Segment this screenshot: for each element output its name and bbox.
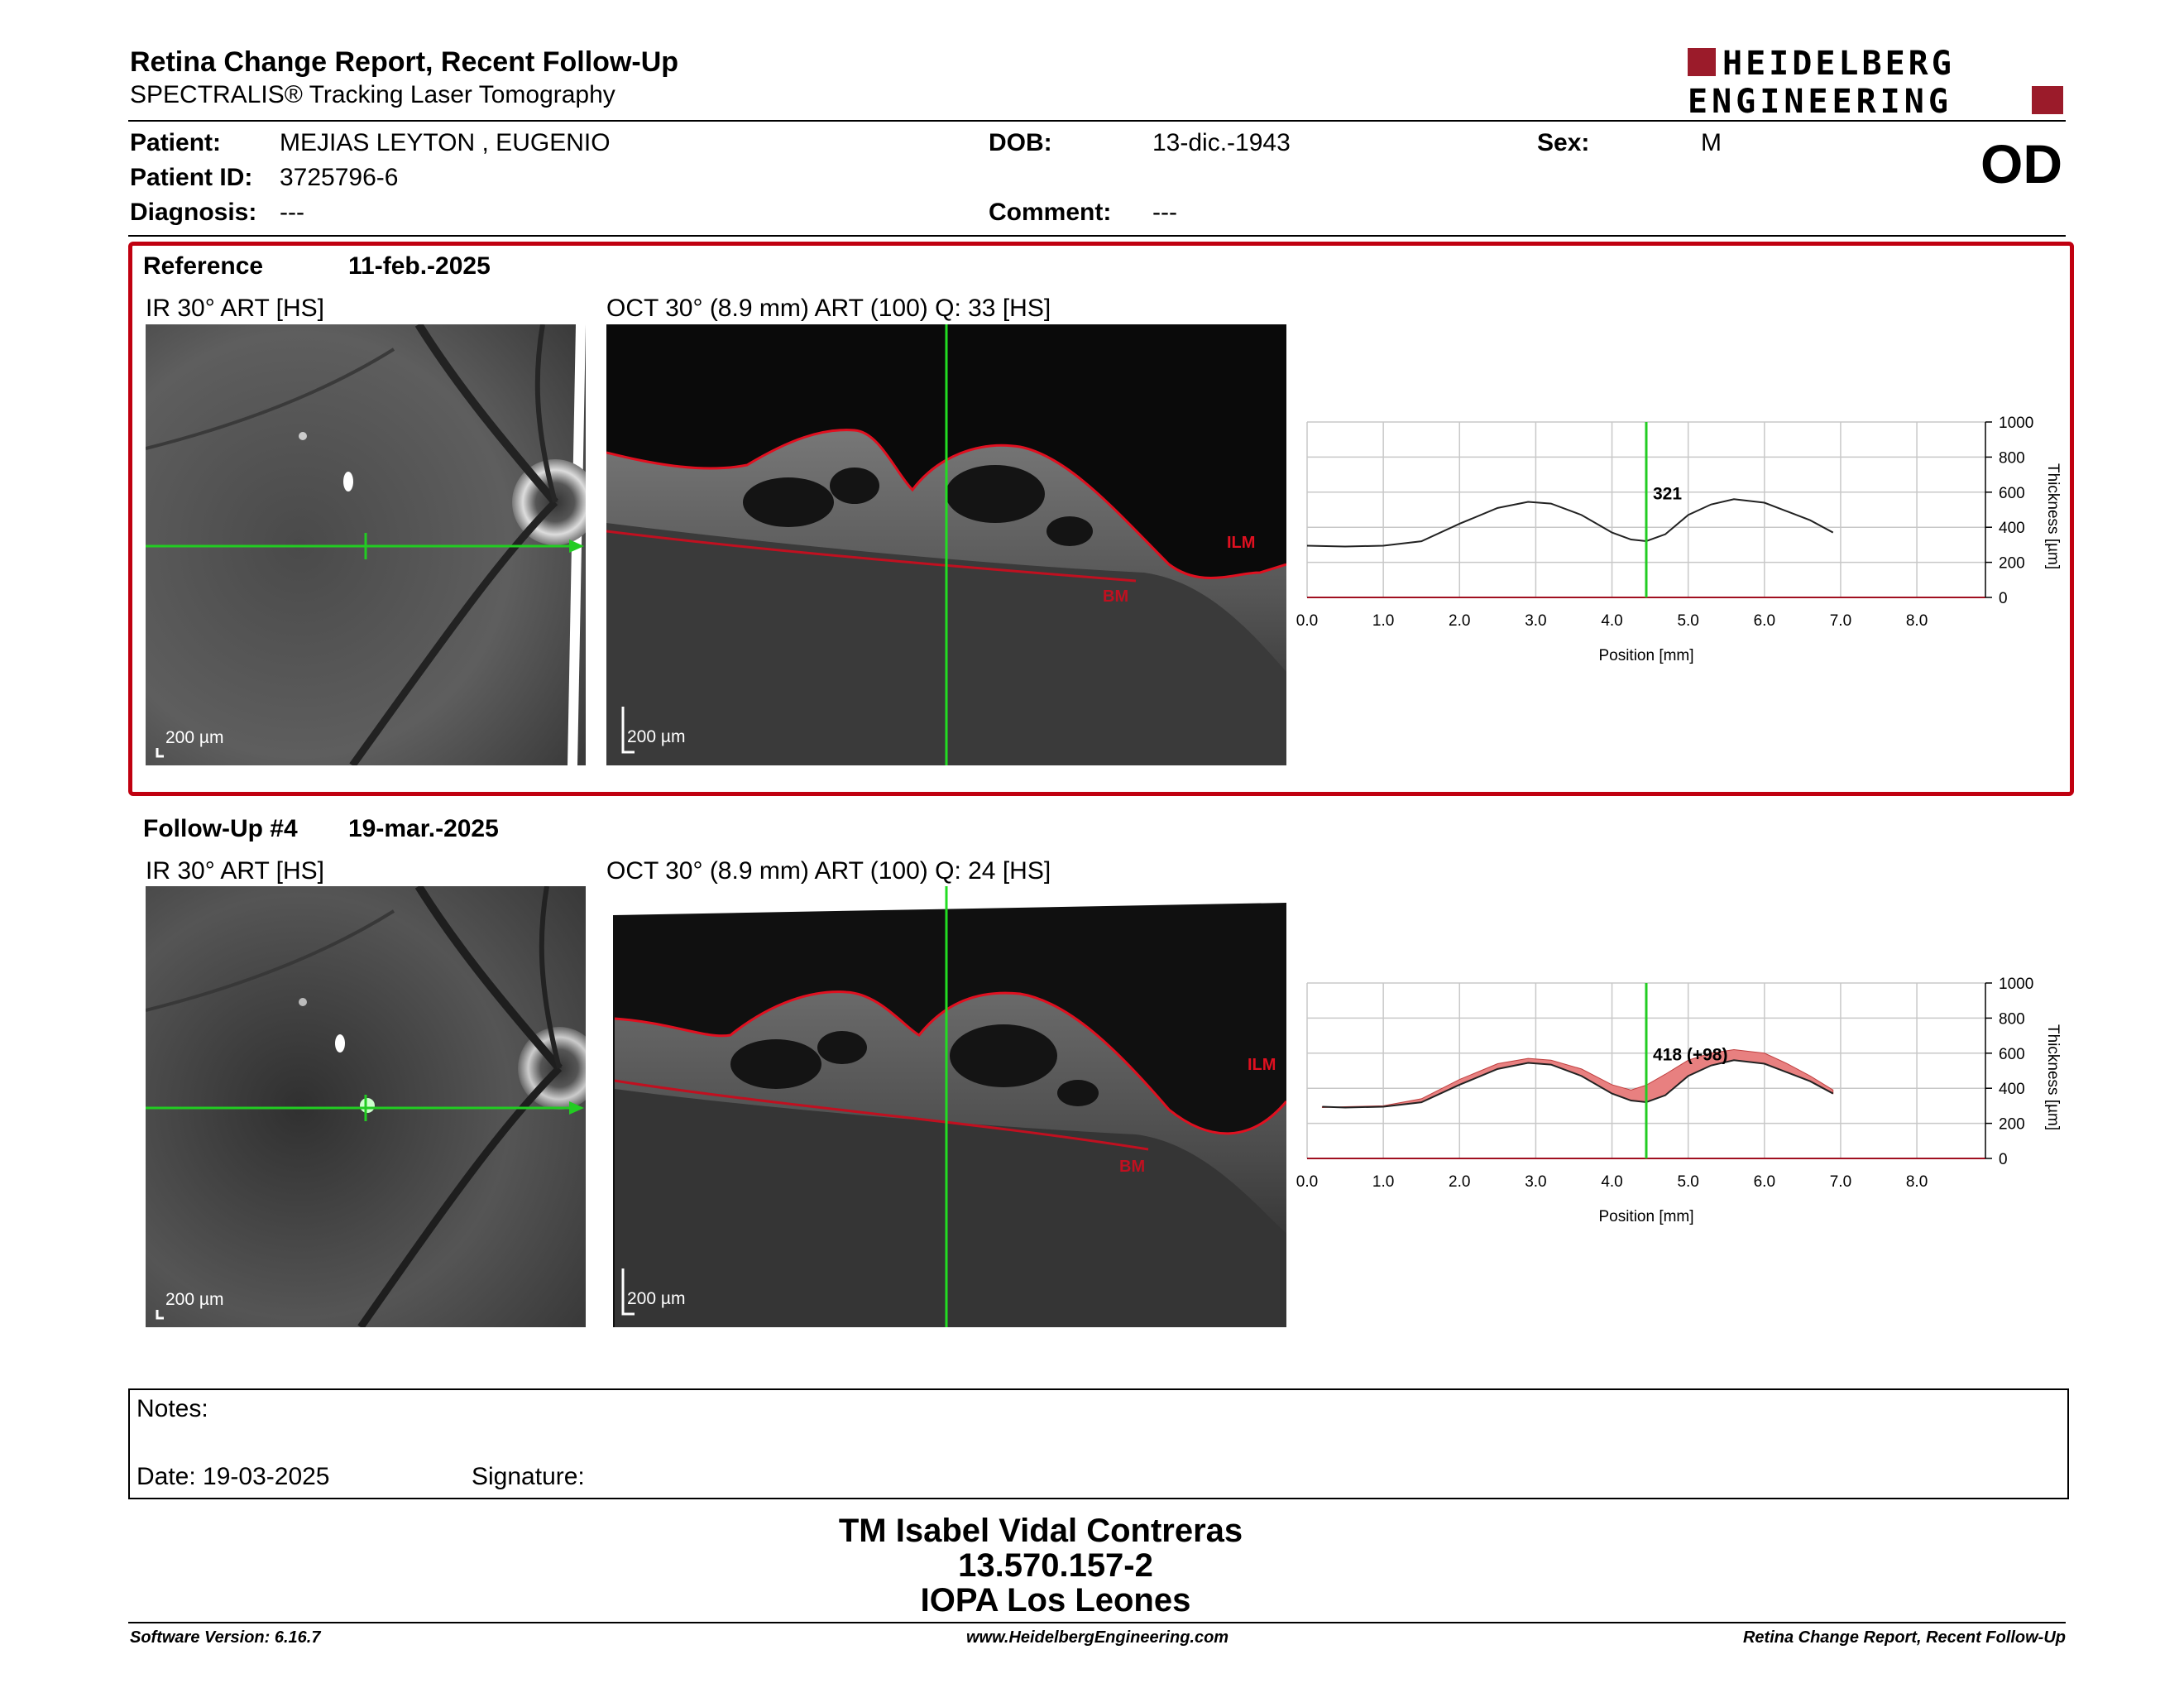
footer-report-name: Retina Change Report, Recent Follow-Up	[1742, 1628, 2066, 1647]
patient-id-label: Patient ID:	[130, 164, 253, 191]
y-tick-label: 0	[1999, 590, 2008, 607]
reference-thickness-chart: 0.0 1.0 2.0 3.0 4.0 5.0 6.0 7.0 8.0 0 200 400 600 800…	[1296, 415, 2062, 664]
svg-text:BM: BM	[1119, 1158, 1145, 1176]
dob-value: 13-dic.-1943	[1152, 129, 1291, 156]
svg-text:BM: BM	[1103, 587, 1128, 606]
followup-ir-image: 200 µm	[146, 886, 586, 1327]
x-tick-label: 4.0	[1601, 612, 1622, 630]
reference-oct-scale: 200 µm	[627, 727, 686, 746]
svg-text:ILM: ILM	[1248, 1056, 1276, 1074]
followup-ir-scale: 200 µm	[165, 1290, 224, 1309]
diagnosis-value: ---	[280, 199, 304, 226]
thickness-change-area	[1321, 1049, 1834, 1109]
svg-text:HEIDELBERG: HEIDELBERG	[1722, 45, 1955, 83]
x-tick-label: 1.0	[1372, 1173, 1394, 1191]
cursor-value-label: 418 (+98)	[1653, 1045, 1727, 1064]
y-tick-label: 400	[1999, 1081, 2025, 1098]
patient-label: Patient:	[130, 129, 222, 156]
y-tick-label: 800	[1999, 1010, 2025, 1028]
notes-label: Notes:	[136, 1395, 208, 1422]
x-tick-label: 8.0	[1906, 1173, 1928, 1191]
eye-indicator: OD	[1980, 133, 2062, 194]
x-tick-label: 2.0	[1449, 612, 1470, 630]
website-link[interactable]: www.HeidelbergEngineering.com	[966, 1628, 1229, 1647]
reference-label: Reference	[143, 252, 264, 280]
report-title: Retina Change Report, Recent Follow-Up	[130, 46, 679, 78]
diagnosis-label: Diagnosis:	[130, 199, 257, 226]
notes-box: Notes: Date: 19-03-2025 Signature:	[128, 1388, 2069, 1499]
followup-thickness-chart: 0.0 1.0 2.0 3.0 4.0 5.0 6.0 7.0 8.0 0 200 400 600 800…	[1296, 976, 2062, 1225]
cursor-value-label: 321	[1653, 484, 1682, 503]
sex-label: Sex:	[1537, 129, 1590, 156]
patient-id: 3725796-6	[280, 164, 399, 191]
x-tick-label: 0.0	[1296, 612, 1318, 630]
y-tick-label: 600	[1999, 1046, 2025, 1063]
y-tick-label: 400	[1999, 520, 2025, 537]
notes-date: Date: 19-03-2025	[136, 1463, 330, 1490]
x-tick-label: 1.0	[1372, 612, 1394, 630]
software-version: Software Version: 6.16.7	[130, 1628, 321, 1647]
followup-oct-scale: 200 µm	[627, 1289, 686, 1308]
reference-oct-caption: OCT 30° (8.9 mm) ART (100) Q: 33 [HS]	[606, 295, 1051, 322]
followup-ir-caption: IR 30° ART [HS]	[146, 857, 324, 885]
signer-id: 13.570.157-2	[958, 1547, 1153, 1584]
followup-label: Follow-Up #4	[143, 815, 298, 842]
reference-ir-image: 200 µm	[146, 324, 586, 765]
y-tick-label: 1000	[1999, 415, 2033, 432]
reference-oct-image: ILM BM 200 µm	[606, 324, 1286, 765]
reference-thickness-line	[1322, 1059, 1834, 1109]
x-tick-label: 5.0	[1677, 612, 1698, 630]
report-subtitle: SPECTRALIS® Tracking Laser Tomography	[130, 81, 615, 108]
y-tick-label: 800	[1999, 449, 2025, 467]
x-tick-label: 5.0	[1677, 1173, 1698, 1191]
comment-value: ---	[1152, 199, 1177, 226]
x-tick-label: 3.0	[1525, 1173, 1546, 1191]
x-tick-label: 0.0	[1296, 1173, 1318, 1191]
x-tick-label: 6.0	[1754, 1173, 1775, 1191]
x-tick-label: 7.0	[1830, 1173, 1851, 1191]
x-tick-label: 3.0	[1525, 612, 1546, 630]
y-tick-label: 0	[1999, 1151, 2008, 1168]
x-tick-label: 2.0	[1449, 1173, 1470, 1191]
y-tick-label: 200	[1999, 555, 2025, 573]
reference-date: 11-feb.-2025	[348, 252, 491, 280]
signer-name: TM Isabel Vidal Contreras	[838, 1513, 1243, 1549]
x-tick-label: 6.0	[1754, 612, 1775, 630]
y-tick-label: 200	[1999, 1116, 2025, 1134]
svg-text:ILM: ILM	[1227, 534, 1255, 552]
comment-label: Comment:	[989, 199, 1112, 226]
patient-name: MEJIAS LEYTON , EUGENIO	[280, 129, 611, 156]
signer-institution: IOPA Los Leones	[920, 1582, 1191, 1618]
reference-ir-scale: 200 µm	[165, 728, 224, 747]
sex-value: M	[1701, 129, 1722, 156]
heidelberg-logo: HEIDELBERG ENGINEERING	[1688, 45, 2063, 119]
followup-date: 19-mar.-2025	[348, 815, 499, 842]
dob-label: DOB:	[989, 129, 1052, 156]
y-tick-label: 1000	[1999, 976, 2033, 993]
reference-section	[128, 242, 2074, 796]
y-tick-label: 600	[1999, 485, 2025, 502]
x-axis-label: Position [mm]	[1598, 1208, 1693, 1225]
x-tick-label: 8.0	[1906, 612, 1928, 630]
y-axis-label: Thickness [µm]	[2044, 463, 2062, 569]
followup-oct-caption: OCT 30° (8.9 mm) ART (100) Q: 24 [HS]	[606, 857, 1051, 885]
thickness-line	[1306, 498, 1834, 548]
x-tick-label: 4.0	[1601, 1173, 1622, 1191]
x-tick-label: 7.0	[1830, 612, 1851, 630]
notes-signature: Signature:	[472, 1463, 585, 1490]
svg-text:ENGINEERING: ENGINEERING	[1688, 83, 1952, 119]
reference-ir-caption: IR 30° ART [HS]	[146, 295, 324, 322]
y-axis-label: Thickness [µm]	[2044, 1024, 2062, 1130]
x-axis-label: Position [mm]	[1598, 647, 1693, 664]
followup-oct-image: ILM BM 200 µm	[606, 886, 1286, 1327]
